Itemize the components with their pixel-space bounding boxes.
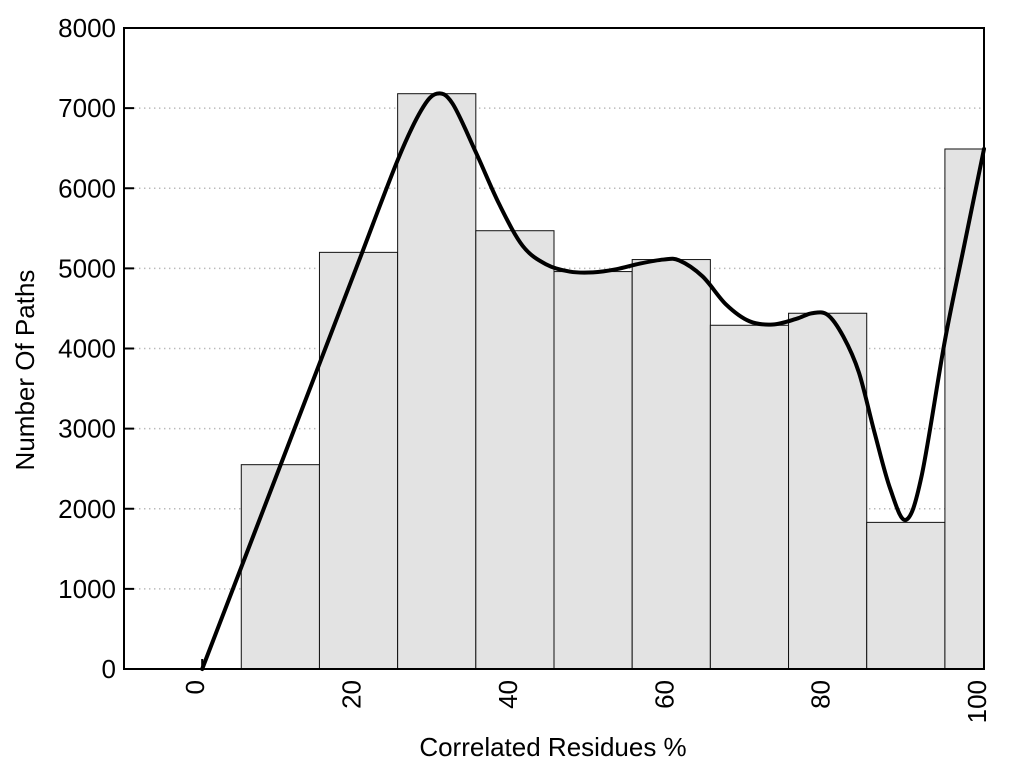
y-tick-label: 5000 [58,253,116,283]
histogram-bar [397,93,477,670]
y-tick-label: 0 [102,654,116,684]
y-tick-label: 2000 [58,494,116,524]
x-tick-label: 20 [337,680,367,709]
y-tick-label: 8000 [58,13,116,43]
density-curve [200,91,986,671]
y-tick-label: 4000 [58,334,116,364]
y-tick-label: 1000 [58,574,116,604]
histogram-bar [631,259,711,670]
histogram-bar [709,324,790,670]
y-axis-title: Number Of Paths [10,269,40,471]
x-tick-label: 60 [649,680,679,709]
x-tick-label: 100 [962,680,992,723]
x-tick-label: 40 [493,680,523,709]
histogram-bar [553,271,633,670]
x-tick-label: 80 [806,680,836,709]
x-axis-title: Correlated Residues % [419,732,687,762]
histogram-bar [318,251,399,670]
histogram-bar [944,148,985,670]
histogram-bar [866,521,946,670]
histogram-bar [475,230,555,670]
histogram-bar [240,464,320,670]
y-tick-label: 3000 [58,414,116,444]
y-tick-label: 6000 [58,173,116,203]
y-tick-label: 7000 [58,93,116,123]
x-tick-label: 0 [180,680,210,694]
